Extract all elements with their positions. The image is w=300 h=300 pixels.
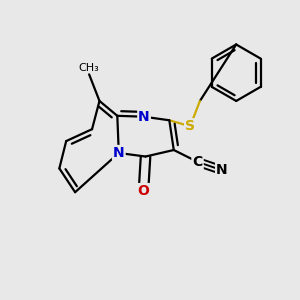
Text: CH₃: CH₃ — [79, 63, 99, 73]
Text: C: C — [192, 155, 203, 169]
Text: N: N — [216, 163, 228, 177]
Text: O: O — [137, 184, 149, 198]
Text: N: N — [138, 110, 150, 124]
Text: S: S — [185, 119, 195, 133]
Text: N: N — [113, 146, 124, 160]
